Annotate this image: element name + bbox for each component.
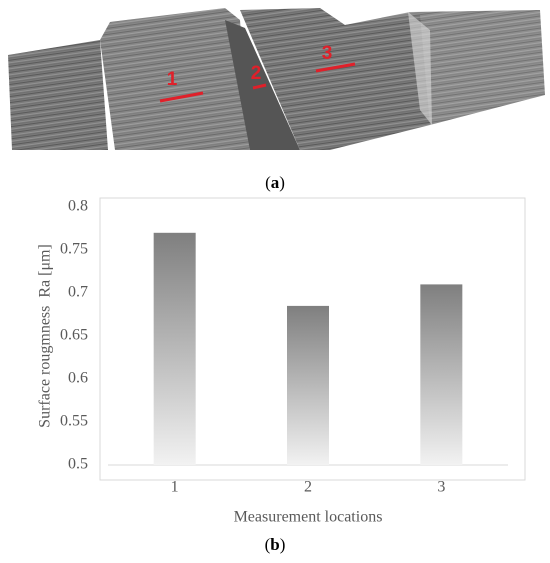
y-tick-label: 0.55 <box>60 413 88 430</box>
bar <box>420 284 463 465</box>
y-tick-label: 0.65 <box>60 327 88 344</box>
surface-image: 1 2 3 <box>8 8 545 150</box>
marker-label: 2 <box>251 63 262 84</box>
y-tick-label: 0.8 <box>68 198 88 215</box>
x-tick-label: 3 <box>437 479 445 496</box>
bar <box>153 232 196 465</box>
y-tick-label: 0.75 <box>60 241 88 258</box>
y-tick-label: 0.5 <box>68 456 88 473</box>
caption: (b) <box>265 535 286 554</box>
x-axis-label: Measurement locations <box>234 509 383 526</box>
y-tick-label: 0.6 <box>68 370 88 387</box>
x-tick-label: 1 <box>171 479 179 496</box>
caption: (a) <box>265 173 285 192</box>
marker-label: 1 <box>167 69 178 90</box>
bar <box>287 305 329 465</box>
marker-label: 3 <box>322 43 333 64</box>
y-axis-label: Surface rougmness Ra [μm] <box>37 244 54 428</box>
chart-frame <box>99 197 526 481</box>
x-tick-label: 2 <box>304 479 312 496</box>
y-tick-label: 0.7 <box>68 284 88 301</box>
